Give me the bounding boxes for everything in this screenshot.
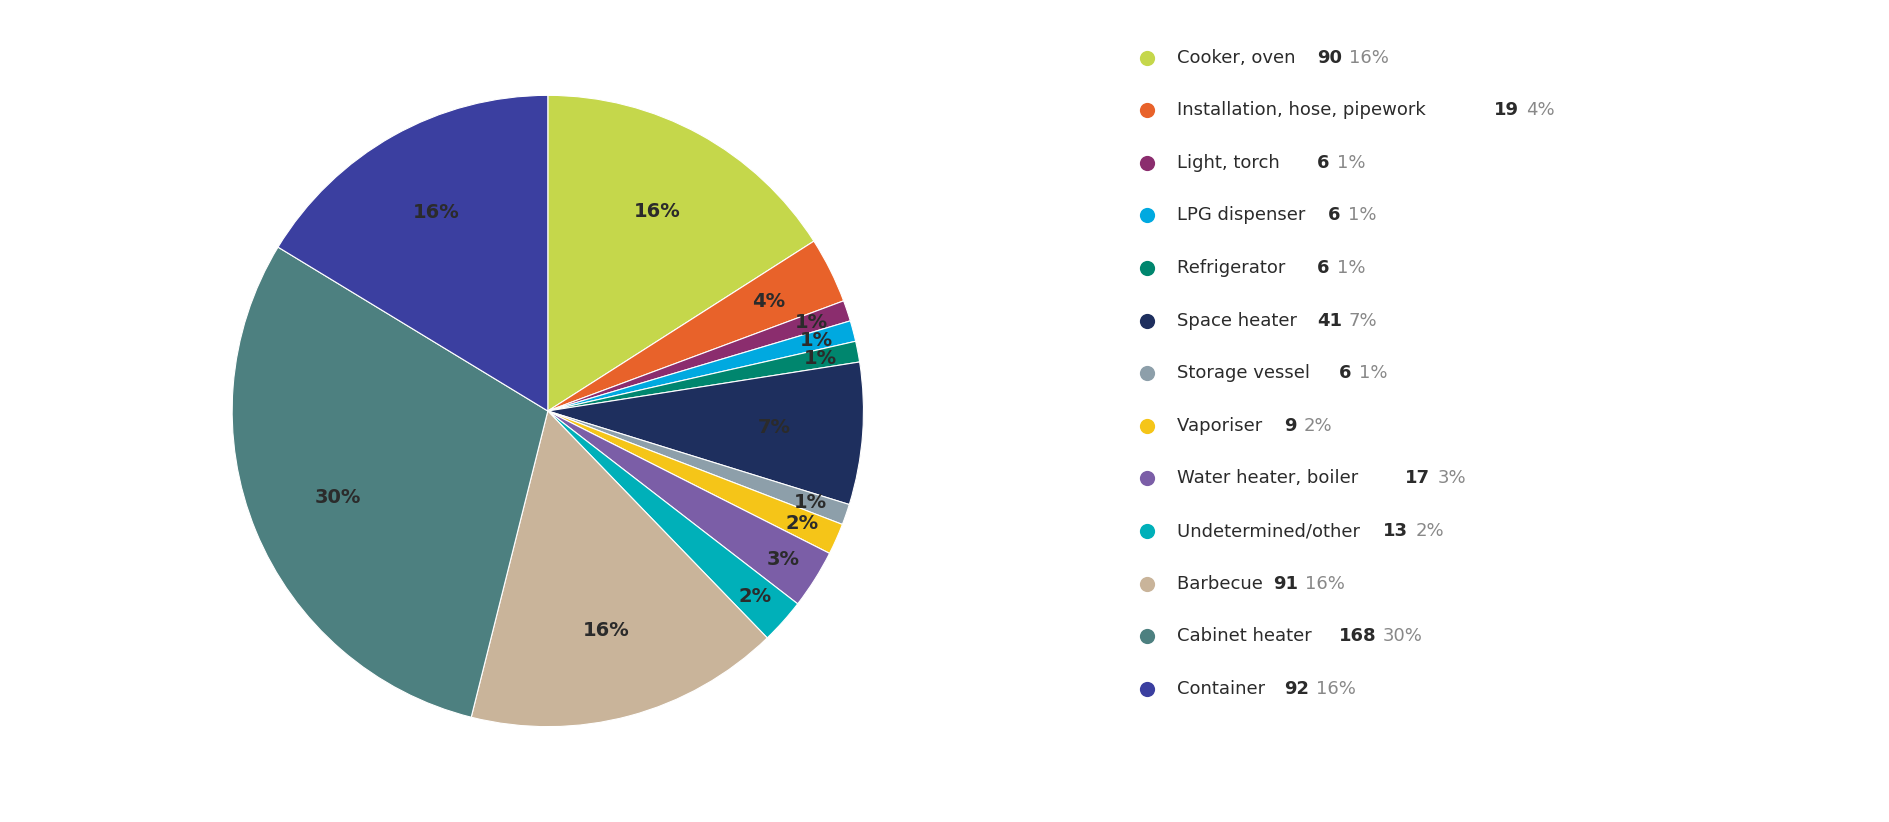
Text: Light, torch: Light, torch [1177,154,1285,172]
Text: 16%: 16% [1349,48,1388,67]
Text: Cabinet heater: Cabinet heater [1177,627,1317,645]
Text: Water heater, boiler: Water heater, boiler [1177,469,1364,487]
Wedge shape [548,411,850,524]
Text: 3%: 3% [767,550,799,569]
Text: 3%: 3% [1438,469,1466,487]
Text: 13: 13 [1383,522,1409,540]
Wedge shape [548,411,797,638]
Text: 1%: 1% [805,349,837,368]
Text: 30%: 30% [1383,627,1422,645]
Text: 6: 6 [1317,259,1330,277]
Text: 1%: 1% [795,313,827,332]
Text: Space heater: Space heater [1177,312,1303,330]
Text: Barbecue: Barbecue [1177,575,1269,593]
Text: 16%: 16% [1305,575,1345,593]
Point [1132,682,1162,695]
Text: 6: 6 [1339,364,1353,382]
Text: Cooker, oven: Cooker, oven [1177,48,1302,67]
Text: 4%: 4% [752,292,784,311]
Text: 2%: 2% [1303,417,1332,435]
Text: 2%: 2% [1415,522,1443,540]
Text: 16%: 16% [633,202,680,221]
Wedge shape [548,341,859,411]
Wedge shape [278,95,548,411]
Wedge shape [548,321,856,411]
Wedge shape [232,247,548,718]
Point [1132,419,1162,432]
Text: 92: 92 [1285,680,1309,698]
Text: 30%: 30% [314,488,361,507]
Text: 4%: 4% [1526,101,1555,119]
Text: 1%: 1% [799,331,833,350]
Text: 41: 41 [1317,312,1341,330]
Wedge shape [548,95,814,411]
Point [1132,104,1162,117]
Text: 7%: 7% [1349,312,1377,330]
Wedge shape [548,241,844,411]
Text: 16%: 16% [414,203,459,223]
Text: Vaporiser: Vaporiser [1177,417,1268,435]
Text: 6: 6 [1317,154,1330,172]
Text: 16%: 16% [1317,680,1356,698]
Text: 6: 6 [1328,206,1341,224]
Text: 2%: 2% [786,515,818,533]
Text: 91: 91 [1273,575,1298,593]
Text: Storage vessel: Storage vessel [1177,364,1315,382]
Text: 1%: 1% [793,492,827,511]
Wedge shape [470,411,767,727]
Point [1132,156,1162,169]
Wedge shape [548,411,829,604]
Wedge shape [548,362,863,505]
Point [1132,261,1162,275]
Point [1132,51,1162,64]
Wedge shape [548,301,850,411]
Text: 1%: 1% [1358,364,1387,382]
Point [1132,630,1162,643]
Point [1132,577,1162,590]
Point [1132,367,1162,380]
Point [1132,209,1162,222]
Text: 7%: 7% [757,418,791,437]
Text: Refrigerator: Refrigerator [1177,259,1290,277]
Text: 2%: 2% [739,587,771,606]
Text: Installation, hose, pipework: Installation, hose, pipework [1177,101,1432,119]
Text: 90: 90 [1317,48,1341,67]
Text: 1%: 1% [1337,259,1366,277]
Text: Undetermined/other: Undetermined/other [1177,522,1366,540]
Text: 1%: 1% [1337,154,1366,172]
Text: 16%: 16% [584,621,631,640]
Text: 9: 9 [1285,417,1296,435]
Point [1132,524,1162,538]
Text: 17: 17 [1405,469,1430,487]
Text: 1%: 1% [1347,206,1377,224]
Wedge shape [548,411,842,553]
Point [1132,314,1162,327]
Text: Container: Container [1177,680,1271,698]
Text: LPG dispenser: LPG dispenser [1177,206,1311,224]
Text: 19: 19 [1494,101,1519,119]
Point [1132,472,1162,485]
Text: 168: 168 [1339,627,1377,645]
